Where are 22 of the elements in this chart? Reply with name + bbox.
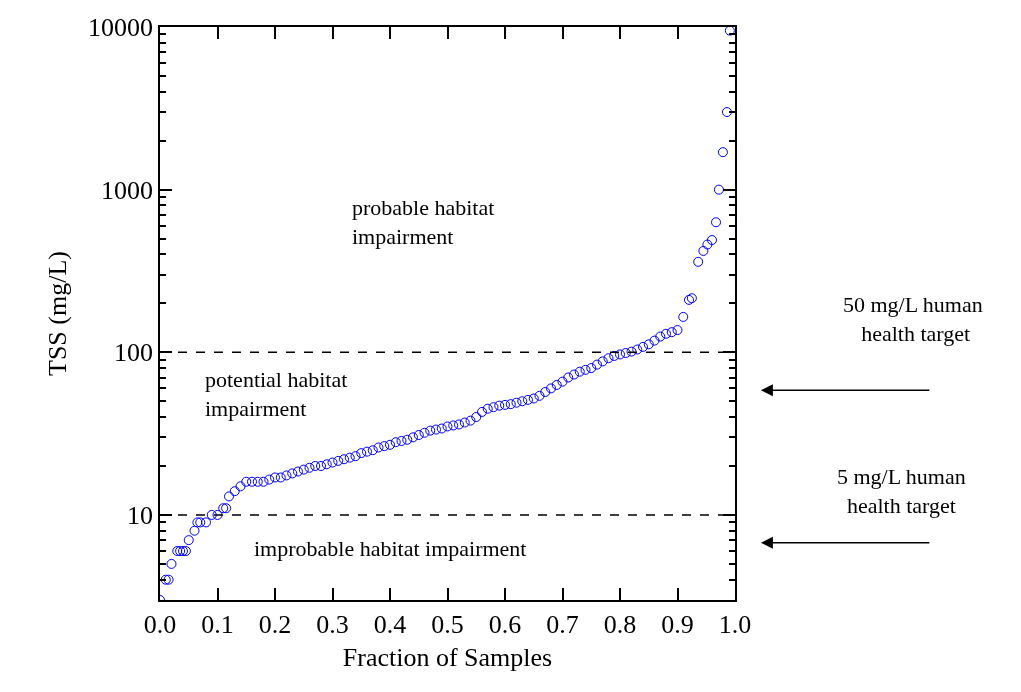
y-tick-label: 10000 — [88, 13, 154, 43]
text: 50 mg/L human health target — [843, 292, 983, 346]
x-axis-title: Fraction of Samples — [342, 643, 553, 673]
y-tick-label: 100 — [114, 338, 154, 368]
x-tick-label: 1.0 — [718, 609, 752, 639]
x-tick-label: 0.2 — [258, 609, 292, 639]
annotation: probable habitat impairment — [352, 195, 495, 249]
text: 5 mg/L human health target — [837, 464, 966, 518]
x-tick-label: 0.6 — [488, 609, 522, 639]
x-tick-label: 0.8 — [603, 609, 637, 639]
x-tick-label: 0.7 — [546, 609, 579, 639]
annotation: improbable habitat impairment — [254, 536, 527, 561]
y-axis-title: TSS (mg/L) — [42, 251, 72, 376]
x-tick-label: 0.3 — [316, 609, 349, 639]
y-tick-label: 10 — [127, 501, 154, 531]
y-tick-label: 1000 — [101, 175, 154, 205]
x-tick-label: 0.0 — [143, 609, 177, 639]
x-tick-label: 0.9 — [661, 609, 694, 639]
x-tick-label: 0.1 — [201, 609, 234, 639]
x-tick-label: 0.4 — [373, 609, 407, 639]
annotation: potential habitat impairment — [205, 367, 348, 421]
x-tick-label: 0.5 — [431, 609, 464, 639]
